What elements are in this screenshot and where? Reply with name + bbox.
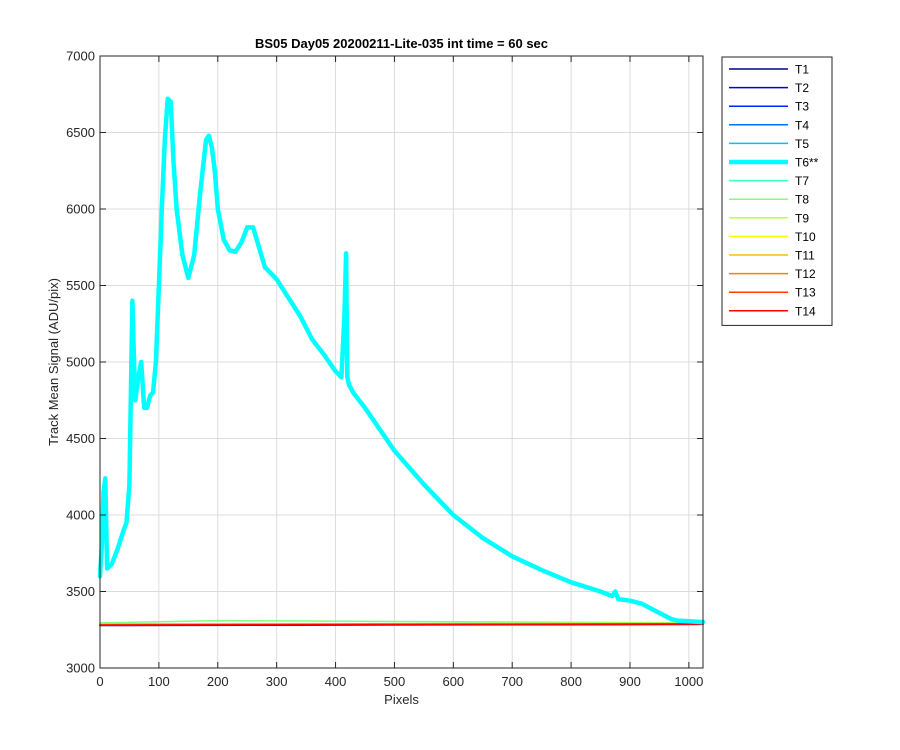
y-tick-label: 5000 [66,355,95,370]
legend-label: T5 [795,137,809,151]
y-tick-label: 7000 [66,49,95,64]
legend-label: T13 [795,286,816,300]
legend-label: T10 [795,230,816,244]
legend-label: T14 [795,304,816,318]
x-tick-label: 500 [384,674,406,689]
x-tick-label: 700 [501,674,523,689]
x-tick-label: 200 [207,674,229,689]
y-tick-label: 4000 [66,508,95,523]
legend-label: T8 [795,193,809,207]
y-tick-label: 3000 [66,661,95,676]
x-tick-label: 400 [325,674,347,689]
x-axis: 0 100 200 300 400 500 600 700 800 900 1000 [96,56,703,689]
legend-label: T1 [795,63,809,77]
legend-label: T11 [795,249,815,263]
series-lines [97,96,706,627]
legend-label: T2 [795,81,809,95]
series-line-t6 [97,96,706,625]
legend-label: T6** [795,156,819,170]
series-line-t14 [99,623,704,626]
y-tick-label: 6500 [66,125,95,140]
legend-label: T4 [795,118,809,132]
legend-box [721,56,833,326]
x-tick-label: 800 [560,674,582,689]
y-tick-label: 5500 [66,278,95,293]
x-tick-label: 0 [96,674,103,689]
legend-label: T7 [795,174,809,188]
x-tick-label: 300 [266,674,288,689]
legend-label: T3 [795,100,809,114]
x-tick-label: 1000 [674,674,703,689]
legend-label: T9 [795,211,809,225]
legend-label: T12 [795,267,816,281]
x-tick-label: 100 [148,674,170,689]
x-tick-label: 600 [442,674,464,689]
x-axis-label: Pixels [384,692,419,707]
x-tick-label: 900 [619,674,641,689]
series-line-t8 [99,619,704,624]
y-tick-label: 3500 [66,584,95,599]
y-tick-label: 4500 [66,431,95,446]
y-axis: 3000 3500 4000 4500 5000 5500 6000 6500 7000 [66,49,703,676]
y-axis-label: Track Mean Signal (ADU/pix) [46,278,61,446]
chart-title: BS05 Day05 20200211-Lite-035 int time = … [255,36,548,51]
y-tick-label: 6000 [66,202,95,217]
legend: T1 T2 T3 T4 T5 T6** T7 T8 T9 T10 T11 T12 T13 T14 [721,56,833,326]
